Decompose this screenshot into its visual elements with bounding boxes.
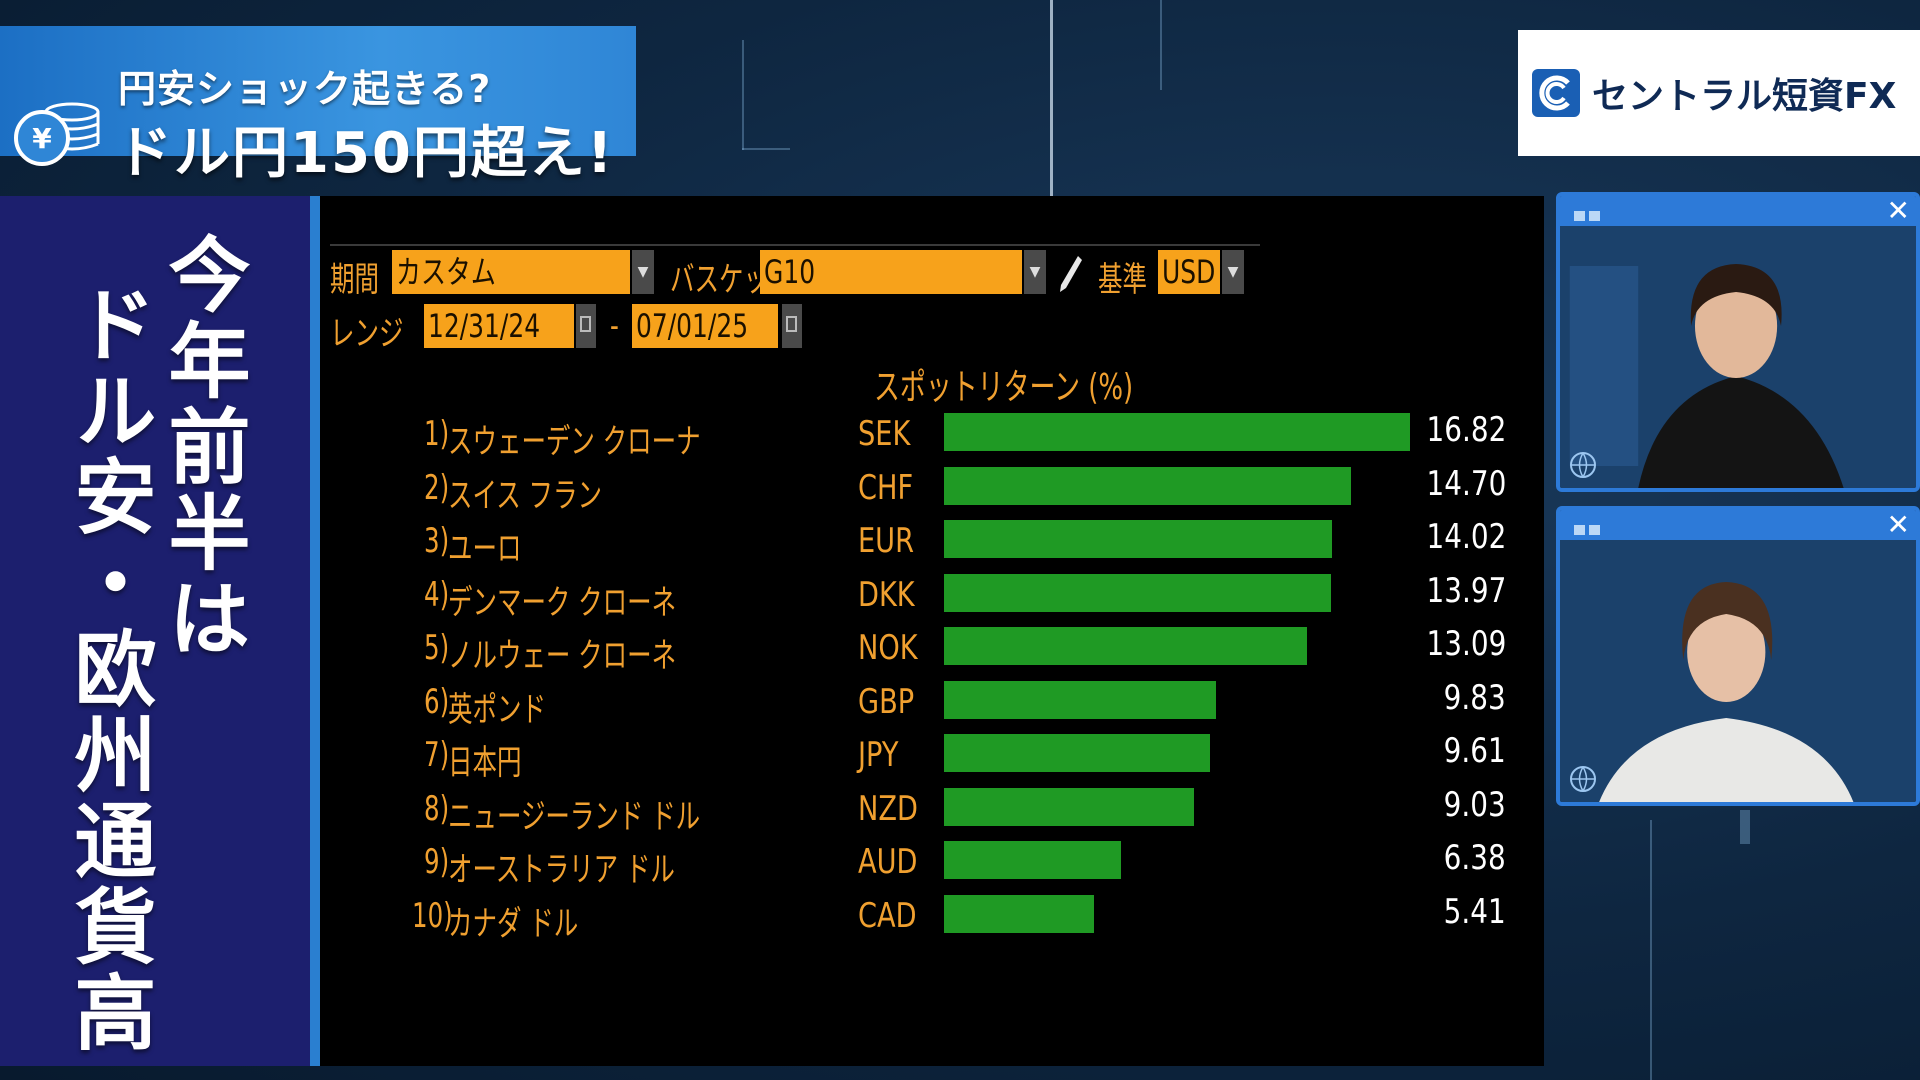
currency-name-label: スウェーデン クローナ bbox=[448, 422, 701, 462]
return-value-label: 9.83 bbox=[1443, 677, 1506, 718]
currency-code-label: NZD bbox=[858, 788, 918, 829]
globe-icon bbox=[1570, 452, 1596, 478]
return-bar bbox=[944, 413, 1410, 451]
rank-label: 5) bbox=[424, 628, 450, 668]
currency-code-label: GBP bbox=[858, 681, 915, 722]
currency-name-label: スイス フラン bbox=[448, 475, 602, 516]
return-bar bbox=[944, 894, 1094, 933]
return-bar bbox=[944, 787, 1194, 826]
chevron-down-icon[interactable]: ▼ bbox=[632, 250, 654, 294]
rank-label: 4) bbox=[424, 574, 450, 615]
currency-code-label: EUR bbox=[858, 521, 914, 561]
rank-label: 10) bbox=[412, 895, 453, 936]
return-bar bbox=[944, 627, 1307, 665]
close-icon[interactable]: ✕ bbox=[1886, 194, 1910, 227]
return-bar bbox=[944, 466, 1351, 505]
background-decoration bbox=[1650, 820, 1652, 1080]
return-bar bbox=[944, 520, 1332, 558]
currency-name-label: オーストラリア ドル bbox=[448, 850, 675, 890]
video-titlebar: ✕ bbox=[1560, 196, 1916, 226]
caption-panel-accent bbox=[310, 196, 320, 1066]
calendar-icon[interactable] bbox=[782, 304, 802, 348]
background-decoration bbox=[1050, 0, 1053, 196]
rank-label: 2) bbox=[424, 467, 450, 508]
chevron-down-icon[interactable]: ▼ bbox=[1222, 250, 1244, 294]
return-value-label: 16.82 bbox=[1426, 410, 1506, 450]
return-value-label: 14.70 bbox=[1426, 463, 1506, 504]
rank-label: 8) bbox=[424, 788, 450, 829]
base-select[interactable]: USD bbox=[1158, 250, 1220, 294]
central-tanshi-logo-icon bbox=[1532, 69, 1580, 117]
banner-title: ドル円150円超え! bbox=[116, 121, 615, 186]
currency-name-label: ニュージーランド ドル bbox=[448, 796, 701, 837]
range-label: レンジ bbox=[330, 314, 404, 354]
chevron-down-icon[interactable]: ▼ bbox=[1024, 250, 1046, 294]
video-window-guest[interactable]: ✕ bbox=[1556, 506, 1920, 806]
basket-select[interactable]: G10 bbox=[760, 250, 1022, 294]
sponsor-logo: セントラル短資FX bbox=[1518, 30, 1920, 156]
currency-code-label: CHF bbox=[858, 467, 914, 508]
return-bar bbox=[944, 573, 1331, 612]
rank-label: 7) bbox=[424, 735, 450, 775]
host-video-feed bbox=[1560, 226, 1916, 488]
currency-code-label: DKK bbox=[858, 574, 915, 615]
title-banner: ¥ 円安ショック起きる? ドル円150円超え! bbox=[0, 26, 636, 186]
period-select[interactable]: カスタム bbox=[392, 250, 630, 294]
currency-code-label: CAD bbox=[858, 895, 917, 936]
video-window-host[interactable]: ✕ bbox=[1556, 192, 1920, 492]
rank-label: 3) bbox=[424, 521, 450, 561]
return-bar bbox=[944, 680, 1216, 719]
currency-name-label: ユーロ bbox=[448, 529, 522, 569]
return-value-label: 9.03 bbox=[1443, 784, 1506, 825]
currency-name-label: カナダ ドル bbox=[448, 903, 579, 944]
terminal-divider bbox=[330, 244, 1260, 246]
chart-title: スポットリターン (%) bbox=[874, 367, 1134, 408]
return-value-label: 5.41 bbox=[1443, 891, 1506, 932]
return-value-label: 13.97 bbox=[1426, 570, 1506, 611]
globe-icon bbox=[1570, 766, 1596, 792]
return-value-label: 9.61 bbox=[1443, 731, 1506, 771]
range-start-input[interactable]: 12/31/24 bbox=[424, 304, 574, 348]
guest-video-feed bbox=[1560, 540, 1916, 802]
pencil-icon[interactable] bbox=[1058, 254, 1084, 294]
currency-name-label: 日本円 bbox=[448, 743, 522, 783]
return-value-label: 13.09 bbox=[1426, 624, 1506, 664]
currency-code-label: SEK bbox=[858, 414, 911, 454]
window-dots-icon bbox=[1574, 520, 1604, 535]
calendar-icon[interactable] bbox=[576, 304, 596, 348]
video-titlebar: ✕ bbox=[1560, 510, 1916, 540]
background-decoration bbox=[1160, 0, 1162, 90]
banner-subtitle: 円安ショック起きる? bbox=[118, 67, 492, 111]
caption-panel bbox=[0, 196, 310, 1066]
svg-text:¥: ¥ bbox=[32, 122, 52, 155]
base-label: 基準 bbox=[1098, 260, 1147, 300]
range-end-input[interactable]: 07/01/25 bbox=[632, 304, 778, 348]
return-value-label: 6.38 bbox=[1443, 838, 1506, 878]
return-bar bbox=[944, 734, 1210, 772]
logo-text: セントラル短資FX bbox=[1592, 76, 1897, 117]
background-decoration bbox=[742, 40, 744, 150]
currency-code-label: JPY bbox=[858, 735, 899, 775]
return-bar bbox=[944, 841, 1121, 879]
caption-line-1: 今年前半は bbox=[154, 232, 249, 662]
yen-coin-stack-icon: ¥ bbox=[14, 102, 100, 166]
rank-label: 1) bbox=[424, 414, 450, 454]
rank-label: 9) bbox=[424, 842, 450, 882]
currency-code-label: AUD bbox=[858, 842, 918, 882]
background-decoration bbox=[742, 148, 790, 150]
rank-label: 6) bbox=[424, 681, 450, 722]
range-dash: - bbox=[610, 306, 619, 346]
currency-name-label: デンマーク クローネ bbox=[448, 582, 677, 623]
currency-name-label: ノルウェー クローネ bbox=[448, 636, 677, 676]
background-decoration bbox=[1740, 810, 1750, 844]
currency-name-label: 英ポンド bbox=[448, 689, 546, 730]
close-icon[interactable]: ✕ bbox=[1886, 508, 1910, 541]
return-value-label: 14.02 bbox=[1426, 517, 1506, 557]
period-label: 期間 bbox=[330, 260, 379, 300]
currency-code-label: NOK bbox=[858, 628, 918, 668]
caption-line-2: ドル安・欧州通貨高 bbox=[60, 282, 155, 1056]
window-dots-icon bbox=[1574, 206, 1604, 221]
